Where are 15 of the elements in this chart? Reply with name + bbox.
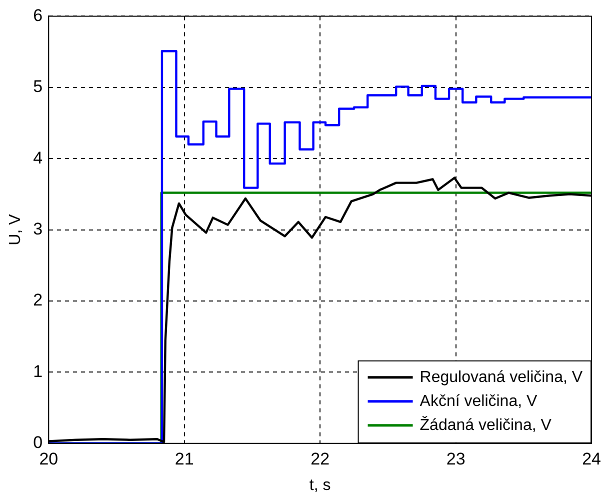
y-tick-label: 2 bbox=[33, 290, 43, 310]
x-axis-title: t, s bbox=[309, 476, 331, 494]
x-tick-label: 22 bbox=[310, 449, 330, 468]
y-tick-label: 1 bbox=[33, 362, 43, 381]
x-tick-label: 23 bbox=[446, 449, 466, 468]
y-axis-title: U, V bbox=[7, 214, 24, 246]
y-tick-label: 4 bbox=[33, 148, 43, 168]
x-tick-label: 24 bbox=[582, 449, 602, 468]
x-tick-label: 21 bbox=[174, 449, 194, 468]
y-tick-label: 6 bbox=[33, 6, 43, 25]
y-tick-label: 5 bbox=[33, 77, 43, 96]
legend-label: Žádaná veličina, V bbox=[420, 416, 552, 434]
legend-label: Regulovaná veličina, V bbox=[420, 368, 583, 386]
y-tick-label: 3 bbox=[33, 219, 43, 238]
legend-label: Akční veličina, V bbox=[420, 392, 538, 410]
